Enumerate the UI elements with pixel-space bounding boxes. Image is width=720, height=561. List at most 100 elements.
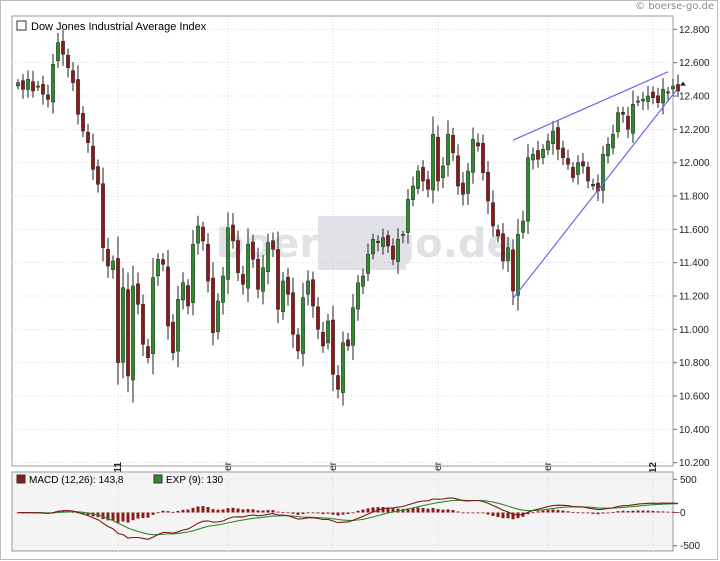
candle xyxy=(246,228,250,303)
macd-histogram-bar xyxy=(161,510,165,513)
candle xyxy=(141,294,145,356)
candle-body xyxy=(16,82,20,87)
candle xyxy=(461,172,465,206)
macd-histogram-bar xyxy=(401,508,405,513)
macd-histogram-bar xyxy=(511,512,515,520)
candle xyxy=(146,338,150,364)
signal-legend-label: EXP (9): 130 xyxy=(166,475,224,486)
macd-histogram-bar xyxy=(591,512,595,514)
candle xyxy=(381,228,385,255)
candle xyxy=(286,267,290,306)
candle xyxy=(86,123,90,153)
macd-histogram-bar xyxy=(671,511,675,513)
candle-body xyxy=(71,70,75,83)
candle-body xyxy=(336,375,340,390)
macd-histogram-bar xyxy=(436,509,440,513)
candle xyxy=(406,189,410,244)
candle-body xyxy=(631,104,635,134)
macd-histogram-bar xyxy=(561,510,565,513)
candle xyxy=(326,313,330,350)
candle-body xyxy=(176,299,180,352)
price-tick-label: 12.200 xyxy=(679,125,710,136)
macd-histogram-bar xyxy=(171,511,175,513)
macd-histogram-bar xyxy=(136,512,140,519)
candle xyxy=(281,271,285,320)
macd-histogram-bar xyxy=(226,508,230,513)
candle xyxy=(631,90,635,143)
macd-histogram-bar xyxy=(556,509,560,513)
macd-histogram-bar xyxy=(611,512,615,513)
candle xyxy=(396,228,400,274)
macd-histogram-bar xyxy=(456,511,460,513)
candle xyxy=(361,268,365,295)
candle-body xyxy=(41,84,45,95)
candle xyxy=(606,137,610,164)
candle xyxy=(611,124,615,155)
price-tick-label: 11.400 xyxy=(679,258,709,269)
candle-body xyxy=(496,229,500,237)
candle-body xyxy=(156,259,160,277)
candle-body xyxy=(251,241,255,260)
candle-body xyxy=(576,162,580,175)
candle xyxy=(21,74,25,99)
candle-body xyxy=(331,319,335,375)
candle xyxy=(61,30,65,66)
candle xyxy=(481,134,485,181)
candle xyxy=(26,70,30,98)
macd-histogram-bar xyxy=(641,510,645,513)
macd-histogram-bar xyxy=(276,511,280,513)
candle xyxy=(116,236,120,385)
candle-body xyxy=(321,332,325,347)
macd-histogram-bar xyxy=(661,511,665,513)
candle xyxy=(301,282,305,367)
candle xyxy=(531,147,535,170)
macd-histogram-bar xyxy=(431,507,435,513)
candle-body xyxy=(676,84,680,92)
candle xyxy=(651,86,655,105)
macd-histogram-bar xyxy=(406,508,410,513)
macd-histogram-bar xyxy=(646,510,650,513)
macd-histogram-bar xyxy=(631,510,635,513)
macd-histogram-bar xyxy=(141,512,145,519)
trend-line-upper xyxy=(512,71,669,141)
candle xyxy=(536,140,540,168)
macd-histogram-bar xyxy=(656,511,660,513)
candle xyxy=(676,74,680,97)
macd-histogram-bar xyxy=(416,507,420,513)
price-tick-label: 10.600 xyxy=(679,392,710,403)
macd-histogram-bar xyxy=(601,512,605,514)
candle xyxy=(166,249,170,340)
macd-histogram-bar xyxy=(596,512,600,515)
candle xyxy=(296,328,300,360)
candle xyxy=(236,230,240,282)
candle xyxy=(191,230,195,316)
candle xyxy=(426,170,430,198)
macd-histogram-bar xyxy=(201,506,205,513)
macd-tick-label: 0 xyxy=(680,508,686,519)
candle-body xyxy=(296,334,300,352)
candle-body xyxy=(666,91,670,94)
candles xyxy=(16,30,680,406)
candle-body xyxy=(226,227,230,280)
candle-body xyxy=(441,165,445,178)
candle xyxy=(256,247,260,299)
candle-body xyxy=(26,79,30,90)
candle-body xyxy=(291,292,295,335)
candle xyxy=(366,243,370,282)
candle xyxy=(241,265,245,295)
macd-line xyxy=(17,497,679,540)
macd-tick-label: -500 xyxy=(680,541,700,552)
candle xyxy=(226,212,230,294)
candle xyxy=(181,272,185,310)
candle-body xyxy=(106,248,110,267)
candle xyxy=(101,167,105,262)
macd-histogram-bar xyxy=(391,508,395,513)
candle-body xyxy=(581,161,585,167)
price-panel: 10.200 10.400 10.600 10.800 11.000 11.200 11.4… xyxy=(11,15,710,511)
candle xyxy=(291,277,295,348)
candle xyxy=(391,238,395,266)
candle xyxy=(386,230,390,253)
candle xyxy=(16,79,20,90)
candle-body xyxy=(401,234,405,236)
